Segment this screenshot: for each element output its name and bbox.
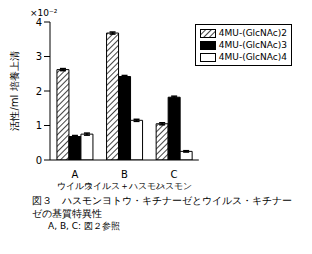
- html-text:4MU-(GlcNAc)2: 4MU-(GlcNAc)2: [218, 28, 287, 38]
- svg-text:1: 1: [36, 120, 42, 131]
- svg-text:Bウイルス＋ハスモン: Bウイルス＋ハスモン: [84, 169, 165, 191]
- html-text:A: A: [71, 169, 79, 180]
- svg-text:Cハスモン: Cハスモン: [155, 169, 192, 191]
- svg-text:2: 2: [36, 86, 42, 97]
- svg-text:0: 0: [36, 155, 42, 166]
- html-text:ウイルス: ウイルス: [56, 181, 93, 191]
- html-text:A, B, C: 図２参照: A, B, C: 図２参照: [48, 221, 120, 231]
- svg-text:活性/ml 培養上清: 活性/ml 培養上清: [9, 51, 20, 130]
- html-text:×10⁻²: ×10⁻²: [30, 8, 58, 18]
- svg-text:3: 3: [36, 51, 42, 62]
- html-text:4MU-(GlcNAc)4: 4MU-(GlcNAc)4: [218, 52, 287, 62]
- html-text:4MU-(GlcNAc)3: 4MU-(GlcNAc)3: [218, 40, 287, 50]
- html-text:図３ ハスモンヨトウ・キチナーゼとウイルス・キチナーゼの基質: 図３ ハスモンヨトウ・キチナーゼとウイルス・キチナーゼの基質特異性: [32, 195, 292, 219]
- svg-text:4: 4: [36, 17, 42, 28]
